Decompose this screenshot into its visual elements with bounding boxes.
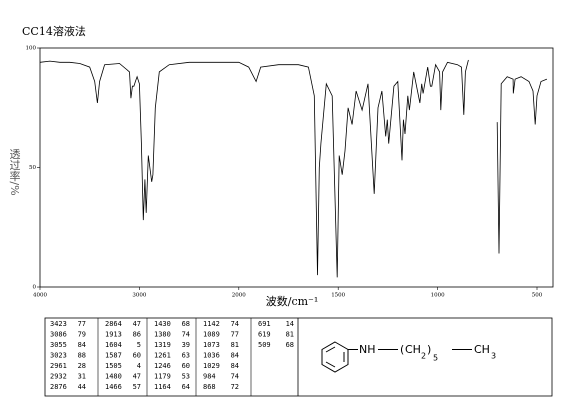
x-tick-label: 500 <box>532 293 543 299</box>
peak-wavenumber: 984 <box>203 373 216 381</box>
peak-transmittance: 68 <box>182 320 190 328</box>
x-tick-label: 3000 <box>132 293 146 299</box>
peak-wavenumber: 1142 <box>203 320 220 328</box>
peak-transmittance: 47 <box>133 373 141 381</box>
peak-wavenumber: 1179 <box>154 373 171 381</box>
peak-wavenumber: 2864 <box>105 320 122 328</box>
peak-transmittance: 84 <box>78 341 86 349</box>
ring-bond <box>325 346 336 353</box>
y-tick-label: 100 <box>26 46 37 52</box>
y-tick-label: 0 <box>33 285 37 291</box>
peak-wavenumber: 3023 <box>50 352 67 360</box>
peak-wavenumber: 1604 <box>105 341 122 349</box>
peak-wavenumber: 619 <box>258 331 271 339</box>
peak-wavenumber: 1587 <box>105 352 122 360</box>
peak-transmittance: 77 <box>78 320 86 328</box>
peak-wavenumber: 509 <box>258 341 271 349</box>
plot-frame <box>39 47 554 288</box>
ring-bond <box>325 361 336 368</box>
peak-transmittance: 79 <box>78 331 86 339</box>
peak-wavenumber: 1505 <box>105 362 122 370</box>
x-tick-label: 1000 <box>431 293 445 299</box>
peak-wavenumber: 3423 <box>50 320 67 328</box>
peak-wavenumber: 3055 <box>50 341 67 349</box>
structure-label: ) <box>427 343 431 356</box>
y-tick-label: 50 <box>29 165 36 171</box>
table-frame <box>44 317 553 397</box>
peak-wavenumber: 691 <box>258 320 271 328</box>
chart-title: CC14溶液法 <box>22 24 86 38</box>
peak-transmittance: 68 <box>286 341 294 349</box>
x-tick-label: 4000 <box>33 293 47 299</box>
peak-transmittance: 31 <box>78 373 86 381</box>
peak-transmittance: 57 <box>133 383 141 391</box>
structure-label: CH <box>405 343 421 356</box>
peak-transmittance: 77 <box>231 331 239 339</box>
peak-transmittance: 86 <box>133 331 141 339</box>
peak-transmittance: 74 <box>231 320 239 328</box>
peak-wavenumber: 1089 <box>203 331 220 339</box>
peak-transmittance: 60 <box>133 352 141 360</box>
structure-label: 2 <box>421 352 426 361</box>
peak-transmittance: 63 <box>182 352 190 360</box>
y-axis-label: 透过率/% <box>8 148 21 195</box>
peak-transmittance: 81 <box>286 331 294 339</box>
peak-wavenumber: 1261 <box>154 352 171 360</box>
peak-transmittance: 74 <box>182 331 190 339</box>
peak-transmittance: 88 <box>78 352 86 360</box>
structure-label: ( <box>400 343 404 356</box>
peak-transmittance: 14 <box>286 320 294 328</box>
peak-transmittance: 72 <box>231 383 239 391</box>
peak-wavenumber: 1380 <box>154 331 171 339</box>
peak-wavenumber: 2932 <box>50 373 67 381</box>
structure-label: NH <box>359 343 376 356</box>
x-tick-label: 1500 <box>331 293 345 299</box>
peak-wavenumber: 1480 <box>105 373 122 381</box>
peak-wavenumber: 1430 <box>154 320 171 328</box>
peak-wavenumber: 1319 <box>154 341 171 349</box>
spectrum-line <box>39 59 548 278</box>
peak-wavenumber: 1164 <box>154 383 171 391</box>
peak-wavenumber: 1029 <box>203 362 220 370</box>
peak-wavenumber: 1073 <box>203 341 220 349</box>
peak-transmittance: 39 <box>182 341 190 349</box>
peak-wavenumber: 1466 <box>105 383 122 391</box>
peak-transmittance: 84 <box>231 352 239 360</box>
peak-transmittance: 64 <box>182 383 190 391</box>
peak-wavenumber: 2876 <box>50 383 67 391</box>
structure-label: 5 <box>433 354 438 363</box>
peak-transmittance: 53 <box>182 373 190 381</box>
structure-label: 3 <box>491 352 496 361</box>
x-axis-label: 波数/cm⁻¹ <box>266 295 319 308</box>
peak-transmittance: 5 <box>137 341 141 349</box>
peak-transmittance: 74 <box>231 373 239 381</box>
peak-transmittance: 84 <box>231 362 239 370</box>
peak-transmittance: 4 <box>137 362 141 370</box>
peak-transmittance: 60 <box>182 362 190 370</box>
peak-transmittance: 44 <box>78 383 86 391</box>
peak-wavenumber: 3086 <box>50 331 67 339</box>
peak-wavenumber: 1913 <box>105 331 122 339</box>
peak-wavenumber: 1036 <box>203 352 220 360</box>
peak-wavenumber: 2961 <box>50 362 67 370</box>
peak-wavenumber: 1246 <box>154 362 171 370</box>
peak-transmittance: 47 <box>133 320 141 328</box>
peak-transmittance: 28 <box>78 362 86 370</box>
peak-wavenumber: 868 <box>203 383 216 391</box>
x-tick-label: 2000 <box>232 293 246 299</box>
peak-transmittance: 81 <box>231 341 239 349</box>
structure-label: CH <box>474 343 490 356</box>
